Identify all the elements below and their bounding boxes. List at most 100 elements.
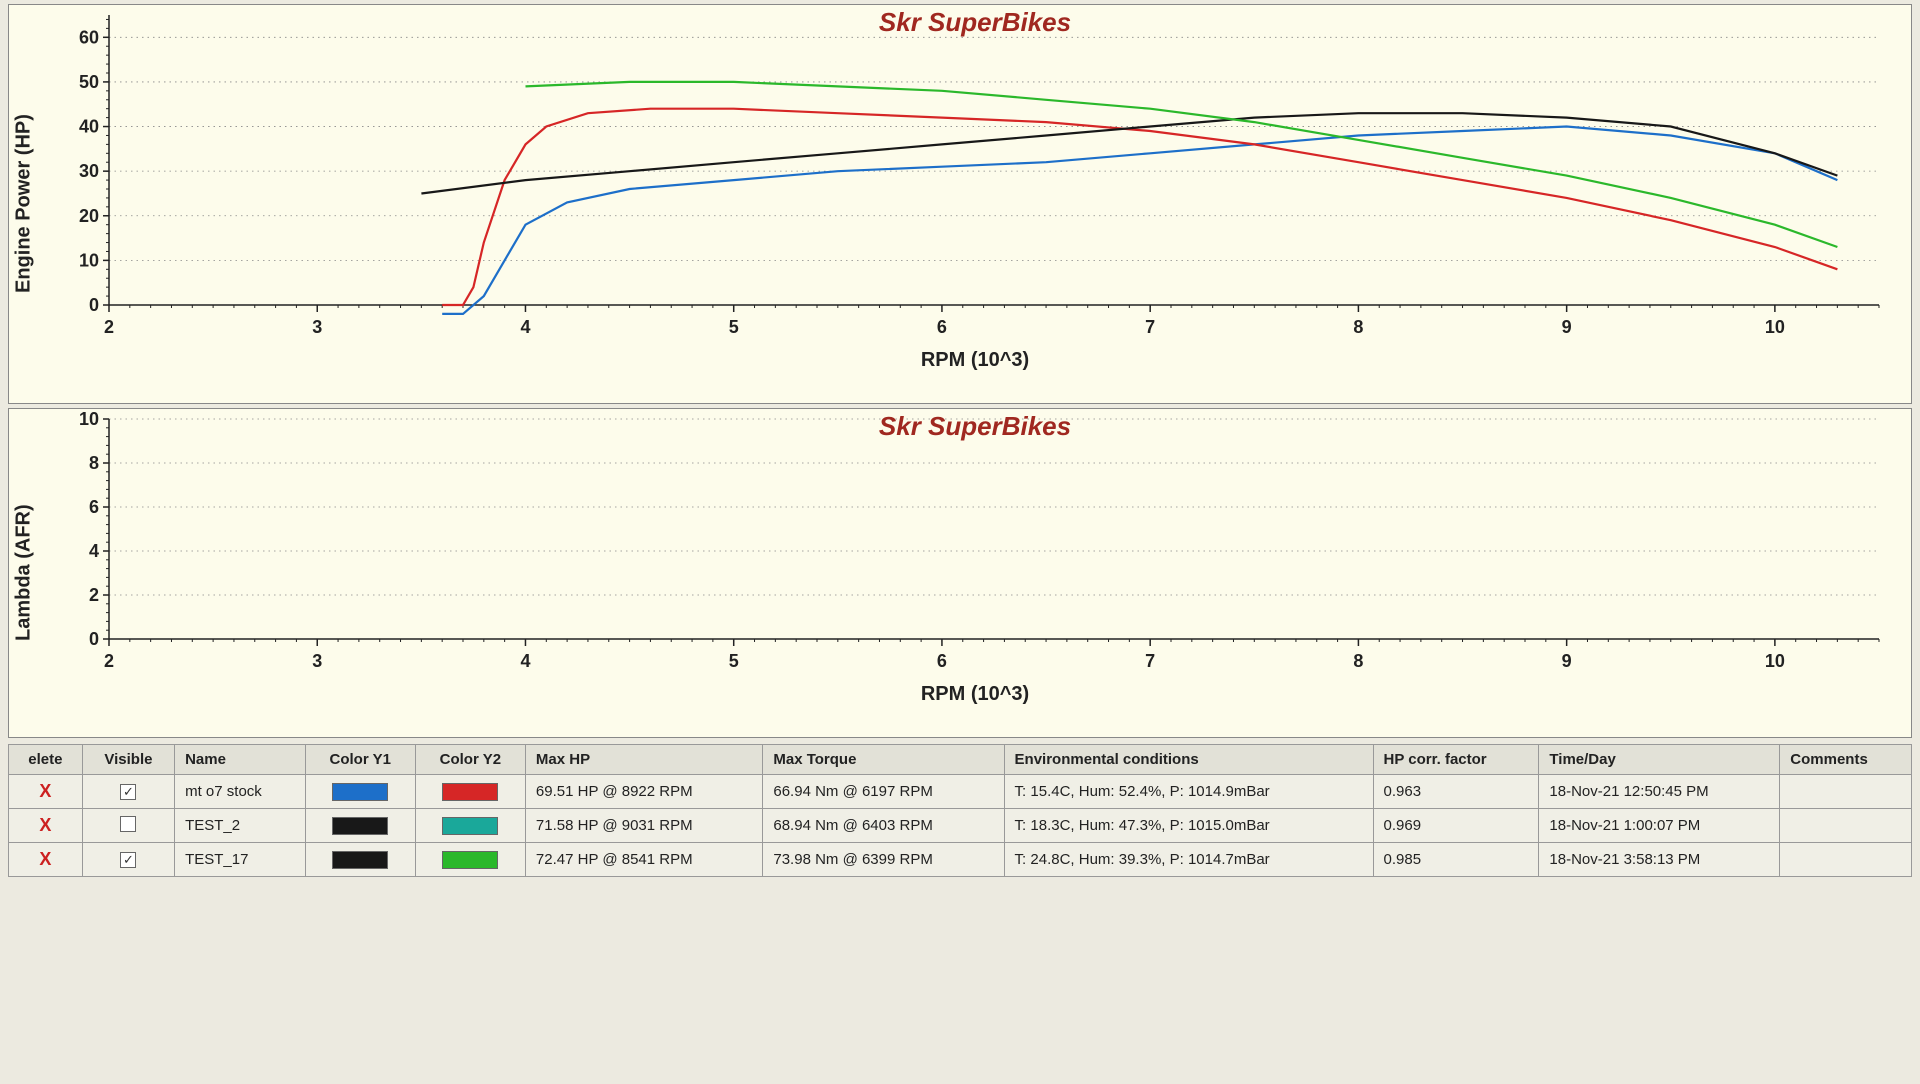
col-header: Color Y2 xyxy=(415,745,525,775)
comments-cell xyxy=(1780,843,1912,877)
svg-text:6: 6 xyxy=(937,317,947,337)
svg-text:3: 3 xyxy=(312,317,322,337)
svg-text:6: 6 xyxy=(937,651,947,671)
col-header: Color Y1 xyxy=(305,745,415,775)
power-chart-svg: 0 10 20 30 40 50 60 2 3 4 5 6 7 8 9 10 xyxy=(39,5,1899,345)
svg-text:8: 8 xyxy=(1353,317,1363,337)
svg-text:10: 10 xyxy=(1765,317,1785,337)
svg-text:30: 30 xyxy=(79,161,99,181)
hp-corr-cell: 0.985 xyxy=(1373,843,1539,877)
col-header: Comments xyxy=(1780,745,1912,775)
delete-icon[interactable]: X xyxy=(39,849,51,869)
comments-cell xyxy=(1780,775,1912,809)
color-y1-swatch[interactable] xyxy=(332,783,388,801)
svg-text:10: 10 xyxy=(79,250,99,270)
lambda-chart-svg: 02468102345678910 xyxy=(39,409,1899,679)
col-header: Visible xyxy=(82,745,174,775)
visible-cell[interactable] xyxy=(82,809,174,843)
svg-text:7: 7 xyxy=(1145,317,1155,337)
delete-icon[interactable]: X xyxy=(39,781,51,801)
power-chart-title: Skr SuperBikes xyxy=(879,7,1071,38)
delete-cell[interactable]: X xyxy=(9,775,83,809)
name-cell: TEST_17 xyxy=(175,843,306,877)
hp-corr-cell: 0.963 xyxy=(1373,775,1539,809)
runs-table: eleteVisibleNameColor Y1Color Y2Max HPMa… xyxy=(8,744,1912,877)
max-hp-cell: 72.47 HP @ 8541 RPM xyxy=(525,843,762,877)
env-cell: T: 18.3C, Hum: 47.3%, P: 1015.0mBar xyxy=(1004,809,1373,843)
table-row: X ✓ mt o7 stock 69.51 HP @ 8922 RPM66.94 Nm… xyxy=(9,775,1912,809)
env-cell: T: 24.8C, Hum: 39.3%, P: 1014.7mBar xyxy=(1004,843,1373,877)
env-cell: T: 15.4C, Hum: 52.4%, P: 1014.9mBar xyxy=(1004,775,1373,809)
visible-checkbox[interactable]: ✓ xyxy=(120,784,136,800)
col-header: Time/Day xyxy=(1539,745,1780,775)
color-y2-cell[interactable] xyxy=(415,809,525,843)
svg-text:0: 0 xyxy=(89,295,99,315)
color-y2-swatch[interactable] xyxy=(442,783,498,801)
svg-text:6: 6 xyxy=(89,497,99,517)
color-y1-swatch[interactable] xyxy=(332,851,388,869)
svg-text:3: 3 xyxy=(312,651,322,671)
max-hp-cell: 71.58 HP @ 9031 RPM xyxy=(525,809,762,843)
svg-text:8: 8 xyxy=(89,453,99,473)
svg-text:5: 5 xyxy=(729,651,739,671)
table-row: X TEST_2 71.58 HP @ 9031 RPM68.94 Nm @ 640… xyxy=(9,809,1912,843)
delete-cell[interactable]: X xyxy=(9,843,83,877)
time-cell: 18-Nov-21 1:00:07 PM xyxy=(1539,809,1780,843)
visible-cell[interactable]: ✓ xyxy=(82,775,174,809)
color-y1-cell[interactable] xyxy=(305,809,415,843)
color-y2-cell[interactable] xyxy=(415,775,525,809)
max-torque-cell: 68.94 Nm @ 6403 RPM xyxy=(763,809,1004,843)
delete-cell[interactable]: X xyxy=(9,809,83,843)
col-header: HP corr. factor xyxy=(1373,745,1539,775)
lambda-ylabel: Lambda (AFR) xyxy=(9,409,39,737)
color-y1-cell[interactable] xyxy=(305,775,415,809)
max-torque-cell: 73.98 Nm @ 6399 RPM xyxy=(763,843,1004,877)
svg-text:20: 20 xyxy=(79,206,99,226)
table-body: X ✓ mt o7 stock 69.51 HP @ 8922 RPM66.94 Nm… xyxy=(9,775,1912,877)
name-cell: mt o7 stock xyxy=(175,775,306,809)
lambda-chart-panel: Lambda (AFR) Skr SuperBikes 024681023456… xyxy=(8,408,1912,738)
svg-text:60: 60 xyxy=(79,27,99,47)
color-y2-cell[interactable] xyxy=(415,843,525,877)
color-y2-swatch[interactable] xyxy=(442,817,498,835)
svg-text:2: 2 xyxy=(89,585,99,605)
svg-text:9: 9 xyxy=(1562,317,1572,337)
color-y1-cell[interactable] xyxy=(305,843,415,877)
svg-text:8: 8 xyxy=(1353,651,1363,671)
name-cell: TEST_2 xyxy=(175,809,306,843)
svg-text:0: 0 xyxy=(89,629,99,649)
table-row: X ✓ TEST_17 72.47 HP @ 8541 RPM73.98 Nm @ 6… xyxy=(9,843,1912,877)
col-header: Max Torque xyxy=(763,745,1004,775)
svg-text:9: 9 xyxy=(1562,651,1572,671)
table-header-row: eleteVisibleNameColor Y1Color Y2Max HPMa… xyxy=(9,745,1912,775)
svg-text:4: 4 xyxy=(520,317,530,337)
svg-text:7: 7 xyxy=(1145,651,1155,671)
visible-checkbox[interactable] xyxy=(120,816,136,832)
svg-text:40: 40 xyxy=(79,117,99,137)
max-hp-cell: 69.51 HP @ 8922 RPM xyxy=(525,775,762,809)
svg-text:10: 10 xyxy=(1765,651,1785,671)
col-header: Max HP xyxy=(525,745,762,775)
visible-cell[interactable]: ✓ xyxy=(82,843,174,877)
svg-text:4: 4 xyxy=(89,541,99,561)
hp-corr-cell: 0.969 xyxy=(1373,809,1539,843)
power-xlabel: RPM (10^3) xyxy=(39,345,1911,380)
max-torque-cell: 66.94 Nm @ 6197 RPM xyxy=(763,775,1004,809)
color-y2-swatch[interactable] xyxy=(442,851,498,869)
svg-text:4: 4 xyxy=(520,651,530,671)
time-cell: 18-Nov-21 3:58:13 PM xyxy=(1539,843,1780,877)
delete-icon[interactable]: X xyxy=(39,815,51,835)
power-ylabel: Engine Power (HP) xyxy=(9,5,39,403)
time-cell: 18-Nov-21 12:50:45 PM xyxy=(1539,775,1780,809)
visible-checkbox[interactable]: ✓ xyxy=(120,852,136,868)
svg-text:5: 5 xyxy=(729,317,739,337)
svg-text:2: 2 xyxy=(104,651,114,671)
svg-text:2: 2 xyxy=(104,317,114,337)
svg-text:10: 10 xyxy=(79,409,99,429)
col-header: Environmental conditions xyxy=(1004,745,1373,775)
svg-text:50: 50 xyxy=(79,72,99,92)
power-chart-panel: Engine Power (HP) Skr SuperBikes 0 10 20 30… xyxy=(8,4,1912,404)
lambda-xlabel: RPM (10^3) xyxy=(39,679,1911,714)
col-header: elete xyxy=(9,745,83,775)
color-y1-swatch[interactable] xyxy=(332,817,388,835)
